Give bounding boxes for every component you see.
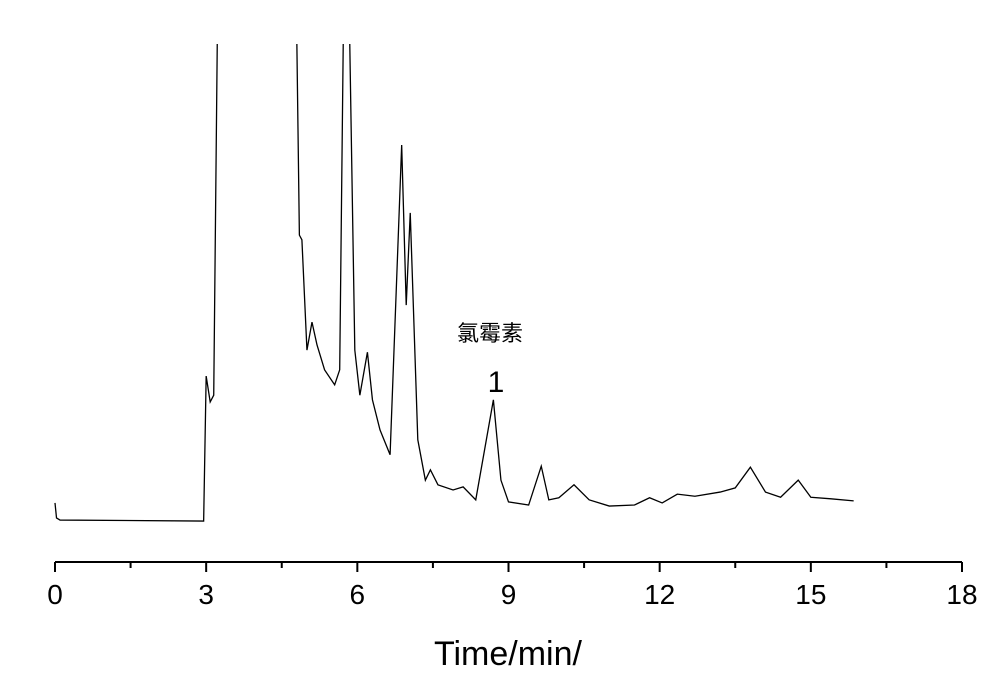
x-tick-label: 15 [795,579,826,610]
x-tick-label: 18 [946,579,977,610]
annotation: 氯霉素 [457,322,523,347]
x-tick-label: 6 [350,579,366,610]
annotation: 1 [488,366,505,399]
x-tick-label: 0 [47,579,63,610]
x-tick-label: 9 [501,579,517,610]
chromatogram-line [54,44,854,522]
x-tick-label: 3 [198,579,214,610]
x-axis-title: Time/min/ [434,635,583,673]
x-tick-label: 12 [644,579,675,610]
